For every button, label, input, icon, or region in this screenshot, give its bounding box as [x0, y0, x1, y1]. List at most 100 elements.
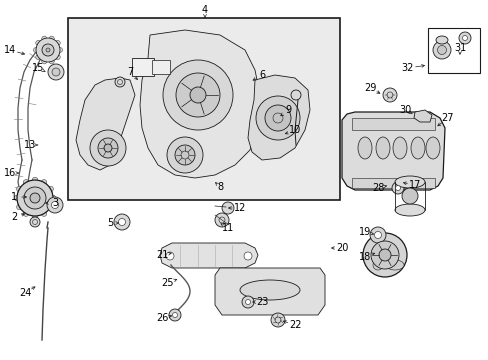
Text: 32: 32 — [401, 63, 413, 73]
Circle shape — [36, 40, 41, 45]
Polygon shape — [413, 110, 431, 122]
Circle shape — [52, 68, 60, 76]
Circle shape — [90, 130, 126, 166]
Circle shape — [432, 41, 450, 59]
Text: 4: 4 — [202, 5, 207, 15]
Ellipse shape — [392, 137, 406, 159]
Circle shape — [362, 233, 406, 277]
Circle shape — [391, 182, 403, 194]
Text: 29: 29 — [363, 83, 375, 93]
Text: 9: 9 — [285, 105, 290, 115]
Circle shape — [23, 180, 29, 185]
Circle shape — [372, 260, 382, 270]
Ellipse shape — [410, 137, 424, 159]
Circle shape — [34, 48, 39, 53]
Circle shape — [395, 185, 400, 190]
Text: 10: 10 — [288, 125, 301, 135]
Circle shape — [30, 217, 40, 227]
Circle shape — [437, 45, 446, 54]
Circle shape — [17, 186, 22, 192]
Circle shape — [41, 59, 47, 64]
Bar — [152, 60, 170, 74]
Circle shape — [115, 77, 125, 87]
Circle shape — [382, 88, 396, 102]
Circle shape — [24, 187, 46, 209]
Circle shape — [14, 195, 20, 201]
Text: 6: 6 — [259, 70, 264, 80]
Circle shape — [244, 252, 251, 260]
Circle shape — [48, 186, 53, 192]
Ellipse shape — [240, 280, 299, 300]
Circle shape — [32, 213, 38, 219]
Circle shape — [215, 213, 228, 227]
Circle shape — [58, 48, 62, 53]
Circle shape — [290, 90, 301, 100]
Bar — [427, 28, 479, 73]
Circle shape — [165, 252, 174, 260]
Ellipse shape — [357, 137, 371, 159]
Text: 15: 15 — [32, 63, 44, 73]
Text: 26: 26 — [156, 313, 168, 323]
Circle shape — [23, 211, 29, 216]
Text: 27: 27 — [441, 113, 453, 123]
Circle shape — [46, 48, 50, 52]
Text: 31: 31 — [453, 43, 465, 53]
Circle shape — [370, 241, 398, 269]
Circle shape — [98, 138, 118, 158]
Polygon shape — [140, 30, 260, 178]
Circle shape — [41, 36, 47, 41]
Text: 21: 21 — [156, 250, 168, 260]
Circle shape — [176, 73, 220, 117]
Text: 30: 30 — [398, 105, 410, 115]
Ellipse shape — [425, 137, 439, 159]
Circle shape — [175, 145, 195, 165]
Circle shape — [17, 180, 53, 216]
Circle shape — [55, 40, 60, 45]
Text: 23: 23 — [255, 297, 267, 307]
Circle shape — [242, 296, 253, 308]
Circle shape — [458, 32, 470, 44]
Circle shape — [51, 202, 59, 208]
Circle shape — [36, 55, 41, 59]
Polygon shape — [76, 78, 135, 170]
Text: 7: 7 — [126, 67, 133, 77]
Text: 25: 25 — [162, 278, 174, 288]
Circle shape — [49, 59, 54, 64]
Text: 13: 13 — [24, 140, 36, 150]
Circle shape — [55, 55, 60, 59]
Text: 17: 17 — [408, 180, 420, 190]
Text: 18: 18 — [358, 252, 370, 262]
Text: 19: 19 — [358, 227, 370, 237]
Polygon shape — [215, 268, 325, 315]
Text: 2: 2 — [11, 212, 17, 222]
Circle shape — [167, 137, 203, 173]
Text: 24: 24 — [19, 288, 31, 298]
Circle shape — [245, 300, 250, 305]
Circle shape — [48, 204, 53, 210]
Text: 20: 20 — [335, 243, 347, 253]
Circle shape — [32, 177, 38, 183]
Polygon shape — [341, 112, 444, 190]
Circle shape — [42, 44, 54, 56]
Circle shape — [369, 227, 385, 243]
Bar — [68, 18, 339, 200]
Circle shape — [48, 64, 64, 80]
Circle shape — [118, 219, 125, 225]
Circle shape — [49, 36, 54, 41]
Text: 1: 1 — [11, 192, 17, 202]
Ellipse shape — [375, 137, 389, 159]
Circle shape — [256, 96, 299, 140]
Text: 5: 5 — [107, 218, 113, 228]
Circle shape — [401, 188, 417, 204]
Bar — [132, 58, 154, 76]
Circle shape — [190, 87, 205, 103]
Polygon shape — [160, 243, 258, 268]
Bar — [351, 118, 434, 130]
Circle shape — [270, 313, 285, 327]
Circle shape — [169, 309, 181, 321]
Text: 28: 28 — [371, 183, 384, 193]
Ellipse shape — [385, 260, 403, 270]
Circle shape — [374, 231, 381, 238]
Text: 3: 3 — [52, 198, 58, 208]
Circle shape — [41, 211, 47, 216]
